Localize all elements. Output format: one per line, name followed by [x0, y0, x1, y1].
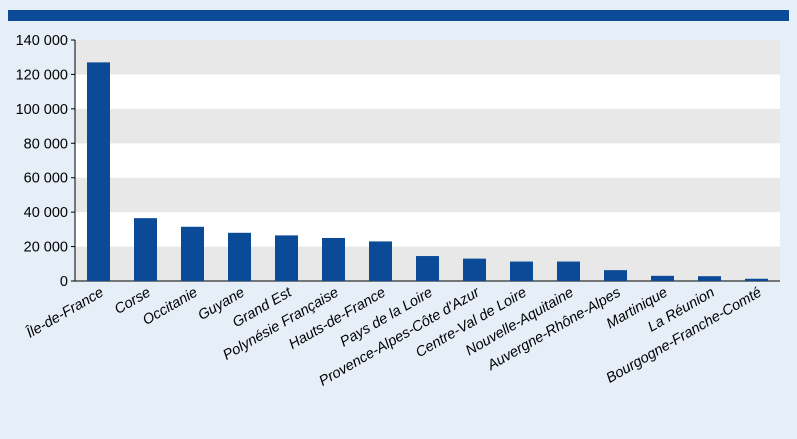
y-tick-label: 140 000	[16, 33, 68, 49]
grid-band-1	[75, 212, 780, 247]
grid-band-3	[75, 143, 780, 178]
bar	[651, 275, 674, 281]
grid-band-6	[75, 40, 780, 75]
bar	[557, 261, 580, 281]
top-banner-bar	[8, 10, 789, 21]
grid-band-4	[75, 108, 780, 144]
bars	[87, 62, 768, 281]
bar	[87, 62, 110, 281]
y-tick-label: 20 000	[24, 240, 68, 256]
y-tick-label: 100 000	[16, 102, 68, 118]
y-tick-label: 120 000	[16, 67, 68, 83]
bar	[745, 278, 768, 281]
y-axis-ticks: 0 20 000 40 000 60 000 80 000 100 000 120 000 1…	[16, 33, 75, 290]
grid-band-2	[75, 177, 780, 213]
bar	[134, 218, 157, 281]
x-category-label: Île-de-France	[23, 284, 106, 342]
bar	[416, 256, 439, 281]
y-tick-label: 60 000	[24, 171, 68, 187]
y-tick-label: 80 000	[24, 136, 68, 152]
bar	[510, 261, 533, 281]
y-tick-label: 0	[60, 274, 68, 290]
bar	[322, 237, 345, 281]
bar	[275, 235, 298, 281]
y-tick-label: 40 000	[24, 205, 68, 221]
bar	[369, 241, 392, 281]
bar	[698, 276, 721, 281]
bar	[228, 232, 251, 281]
grid-bands	[75, 40, 780, 281]
bar	[463, 258, 486, 281]
grid-band-5	[75, 74, 780, 109]
bar	[604, 270, 627, 281]
bar	[181, 226, 204, 281]
